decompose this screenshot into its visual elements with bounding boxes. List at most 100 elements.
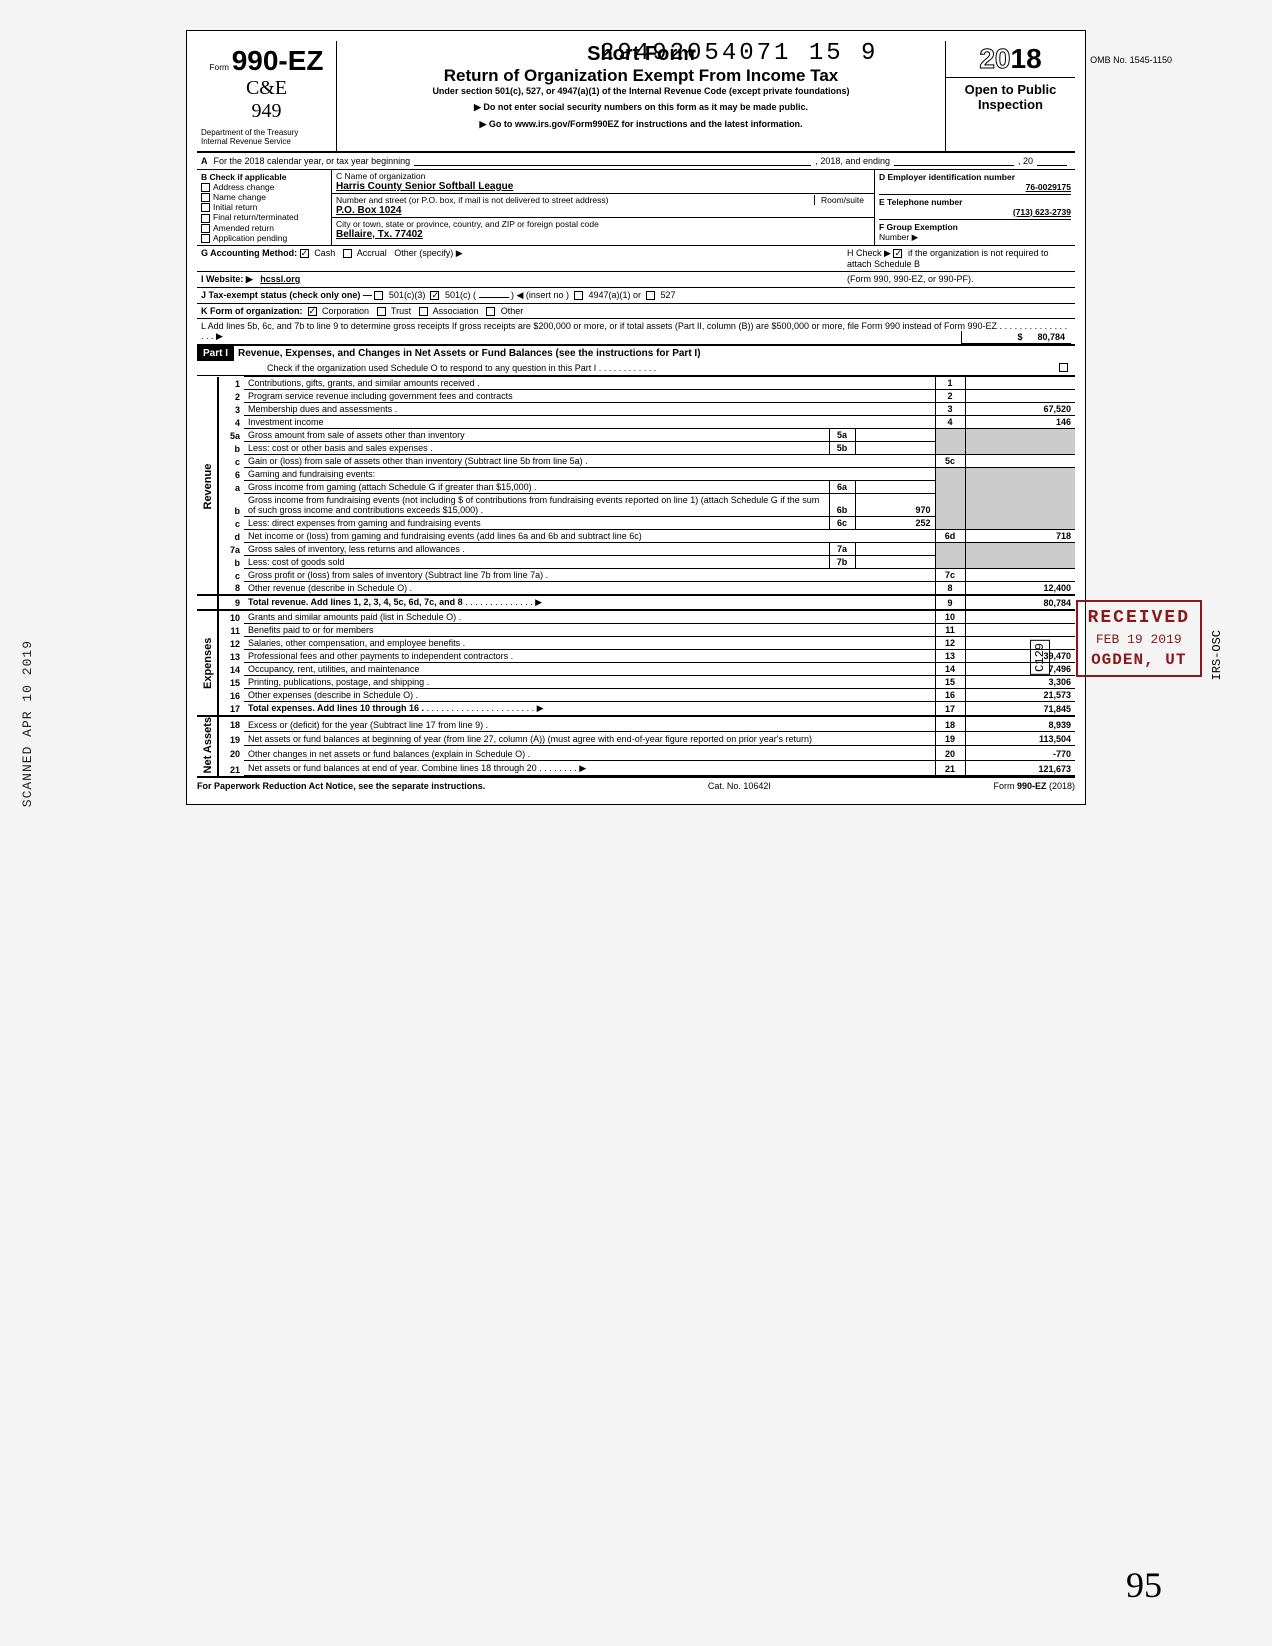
line-6a-desc: Gross income from gaming (attach Schedul… (248, 482, 537, 492)
line-6-desc: Gaming and fundraising events: (248, 469, 375, 479)
line-1-amt (965, 377, 1075, 390)
checkbox-527[interactable] (646, 291, 655, 300)
form-990ez-page: Form 990-EZ C&E 949 Department of the Tr… (186, 30, 1086, 805)
form-prefix: Form (209, 62, 228, 72)
website-value: hcssl.org (260, 274, 300, 284)
k-corp: Corporation (322, 306, 369, 316)
room-suite-label: Room/suite (814, 195, 870, 205)
checkbox-other[interactable] (486, 307, 495, 316)
line-8-amt: 12,400 (965, 582, 1075, 596)
form-title: Return of Organization Exempt From Incom… (345, 66, 937, 86)
open-to-public: Open to PublicInspection (946, 78, 1075, 116)
line-6d-amt: 718 (965, 530, 1075, 543)
j-label: J Tax-exempt status (check only one) — (201, 290, 372, 300)
line-18-amt: 8,939 (965, 716, 1075, 731)
line-16-box: 16 (935, 689, 965, 702)
handwritten-949: 949 (201, 100, 332, 123)
checkbox-schedule-o[interactable] (1059, 363, 1068, 372)
footer-mid: Cat. No. 10642I (708, 781, 771, 791)
b-item-2: Initial return (213, 202, 257, 212)
b-item-3: Final return/terminated (213, 212, 299, 222)
row-a-text-2: , 2018, and ending (815, 156, 890, 166)
checkbox-accrual[interactable] (343, 249, 352, 258)
line-13-amt: 39,470 (965, 650, 1075, 663)
line-13-desc: Professional fees and other payments to … (248, 651, 513, 661)
l-text: L Add lines 5b, 6c, and 7b to line 9 to … (201, 321, 1002, 331)
header-left: Form 990-EZ C&E 949 Department of the Tr… (197, 41, 337, 151)
line-9-desc: Total revenue. Add lines 1, 2, 3, 4, 5c,… (248, 597, 463, 607)
checkbox-trust[interactable] (377, 307, 386, 316)
row-l: L Add lines 5b, 6c, and 7b to line 9 to … (197, 319, 1075, 346)
tax-year: 2018 (946, 41, 1075, 78)
checkbox-final-return[interactable] (201, 214, 210, 223)
line-15-box: 15 (935, 676, 965, 689)
e-label: E Telephone number (879, 197, 1071, 207)
line-20-num: 20 (218, 746, 244, 760)
line-19-box: 19 (935, 731, 965, 745)
stamp-top: 29492054071 15 9 (600, 40, 878, 67)
org-city: Bellaire, Tx. 77402 (336, 229, 870, 240)
checkbox-corp[interactable] (308, 307, 317, 316)
checkbox-pending[interactable] (201, 234, 210, 243)
line-14-box: 14 (935, 663, 965, 676)
line-16-num: 16 (218, 689, 244, 702)
line-21-amt: 121,673 (965, 760, 1075, 776)
line-5b-num: b (218, 442, 244, 455)
checkbox-amended[interactable] (201, 224, 210, 233)
j-insert: ) ◀ (insert no ) (511, 290, 569, 300)
line-18-desc: Excess or (deficit) for the year (Subtra… (248, 720, 488, 730)
line-7a-desc: Gross sales of inventory, less returns a… (248, 544, 465, 554)
part-i-checkline: Check if the organization used Schedule … (197, 361, 1075, 376)
line-2-desc: Program service revenue including govern… (248, 391, 513, 401)
checkbox-501c3[interactable] (374, 291, 383, 300)
line-1-num: 1 (218, 377, 244, 390)
row-k: K Form of organization: Corporation Trus… (197, 304, 1075, 319)
header-right: 2018 Open to PublicInspection (945, 41, 1075, 151)
row-g-h: G Accounting Method: Cash Accrual Other … (197, 246, 1075, 272)
j-527: 527 (661, 290, 676, 300)
line-12-desc: Salaries, other compensation, and employ… (248, 638, 465, 648)
checkbox-initial-return[interactable] (201, 203, 210, 212)
label-a: A (201, 156, 208, 166)
line-10-num: 10 (218, 610, 244, 624)
b-item-4: Amended return (213, 223, 274, 233)
line-7c-amt (965, 569, 1075, 582)
line-16-amt: 21,573 (965, 689, 1075, 702)
checkbox-address-change[interactable] (201, 183, 210, 192)
instruction-line-1: ▶ Do not enter social security numbers o… (345, 102, 937, 113)
line-6-num: 6 (218, 468, 244, 481)
line-6d-desc: Net income or (loss) from gaming and fun… (248, 531, 642, 541)
line-19-desc: Net assets or fund balances at beginning… (248, 734, 812, 744)
checkbox-501c[interactable] (430, 291, 439, 300)
form-subtitle: Under section 501(c), 527, or 4947(a)(1)… (345, 86, 937, 96)
g-accrual: Accrual (357, 248, 387, 258)
line-19-amt: 113,504 (965, 731, 1075, 745)
line-17-amt: 71,845 (965, 702, 1075, 717)
line-18-num: 18 (218, 716, 244, 731)
g-other: Other (specify) ▶ (394, 248, 462, 258)
row-a-text-3: , 20 (1018, 156, 1033, 166)
checkbox-cash[interactable] (300, 249, 309, 258)
row-a: A For the 2018 calendar year, or tax yea… (197, 153, 1075, 170)
line-14-num: 14 (218, 663, 244, 676)
line-7a-num: 7a (218, 543, 244, 556)
checkbox-4947[interactable] (574, 291, 583, 300)
line-17-desc: Total expenses. Add lines 10 through 16 … (248, 703, 424, 713)
scanned-stamp: SCANNED APR 10 2019 (20, 640, 35, 807)
row-a-text-1: For the 2018 calendar year, or tax year … (214, 156, 411, 166)
checkbox-h[interactable] (893, 249, 902, 258)
line-4-desc: Investment income (248, 417, 324, 427)
j-4947: 4947(a)(1) or (588, 290, 641, 300)
checkbox-assoc[interactable] (419, 307, 428, 316)
footer-left: For Paperwork Reduction Act Notice, see … (197, 781, 485, 791)
line-3-num: 3 (218, 403, 244, 416)
checkbox-name-change[interactable] (201, 193, 210, 202)
line-6a-ibox: 6a (829, 481, 855, 494)
line-6b-ibox: 6b (829, 494, 855, 517)
col-d: D Employer identification number 76-0029… (875, 170, 1075, 246)
line-9-arrow: ▶ (535, 597, 542, 607)
line-7b-num: b (218, 556, 244, 569)
part-i-header: Part I Revenue, Expenses, and Changes in… (197, 346, 1075, 361)
line-7c-box: 7c (935, 569, 965, 582)
received-location: OGDEN, UT (1088, 651, 1190, 669)
